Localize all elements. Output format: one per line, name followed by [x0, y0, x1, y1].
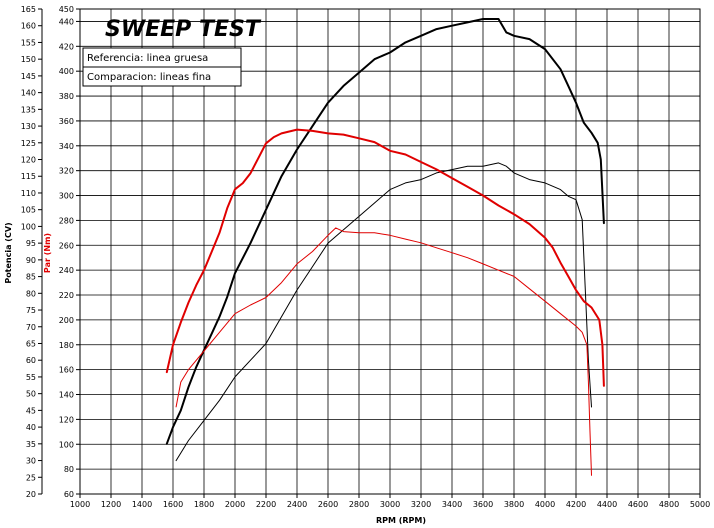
torque-tick-label: 280	[59, 216, 74, 225]
power-tick-label: 100	[21, 222, 36, 231]
torque-tick-label: 440	[59, 17, 74, 26]
power-tick-label: 65	[26, 339, 36, 348]
torque-tick-label: 160	[59, 366, 74, 375]
power-tick-label: 125	[21, 139, 36, 148]
torque-tick-label: 100	[59, 440, 74, 449]
x-tick-label: 4400	[597, 500, 617, 509]
power-tick-label: 40	[26, 423, 36, 432]
legend: Referencia: linea gruesa Comparacion: li…	[82, 47, 242, 87]
power-tick-label: 35	[26, 440, 36, 449]
x-tick-label: 4600	[628, 500, 648, 509]
x-tick-label: 2400	[287, 500, 307, 509]
power-tick-label: 75	[26, 306, 36, 315]
power-tick-label: 110	[21, 189, 36, 198]
power-tick-label: 165	[21, 5, 36, 14]
x-tick-label: 5000	[690, 500, 710, 509]
power-tick-label: 85	[26, 273, 36, 282]
torque-tick-label: 180	[59, 341, 74, 350]
torque-tick-label: 260	[59, 241, 74, 250]
power-tick-label: 45	[26, 406, 36, 415]
series-line-power-cmp	[175, 162, 592, 462]
x-tick-label: 3800	[504, 500, 524, 509]
x-tick-label: 1000	[70, 500, 90, 509]
power-tick-label: 145	[21, 72, 36, 81]
power-tick-label: 90	[26, 256, 36, 265]
x-tick-label: 1800	[194, 500, 214, 509]
x-tick-label: 3400	[442, 500, 462, 509]
torque-tick-label: 200	[59, 316, 74, 325]
x-tick-label: 3000	[380, 500, 400, 509]
x-tick-label: 4000	[535, 500, 555, 509]
power-tick-label: 135	[21, 105, 36, 114]
x-tick-label: 3600	[473, 500, 493, 509]
torque-tick-label: 300	[59, 192, 74, 201]
torque-tick-label: 340	[59, 142, 74, 151]
x-tick-label: 4200	[566, 500, 586, 509]
x-axis-title: RPM (RPM)	[376, 516, 426, 525]
series-lines	[165, 18, 605, 476]
x-tick-label: 1600	[163, 500, 183, 509]
axes: 1000 1200 1400 1600 1800 2000 2200 2400 2600 2800…	[21, 5, 710, 509]
power-tick-label: 70	[26, 323, 36, 332]
torque-tick-label: 380	[59, 92, 74, 101]
series-line-torque-ref	[165, 128, 605, 387]
series-line-torque-cmp	[175, 227, 592, 476]
torque-tick-label: 80	[64, 465, 74, 474]
torque-tick-label: 140	[59, 391, 74, 400]
power-tick-label: 95	[26, 239, 36, 248]
power-tick-label: 55	[26, 373, 36, 382]
power-tick-label: 115	[21, 172, 36, 181]
x-tick-label: 2600	[318, 500, 338, 509]
torque-tick-label: 240	[59, 266, 74, 275]
torque-tick-label: 420	[59, 42, 74, 51]
power-tick-label: 140	[21, 89, 36, 98]
x-tick-label: 2000	[225, 500, 245, 509]
torque-tick-label: 320	[59, 167, 74, 176]
x-tick-label: 1400	[132, 500, 152, 509]
power-tick-label: 155	[21, 38, 36, 47]
power-tick-label: 60	[26, 356, 36, 365]
torque-tick-label: 450	[59, 5, 74, 14]
power-tick-label: 30	[26, 457, 36, 466]
power-tick-label: 120	[21, 156, 36, 165]
series-line-power-ref	[165, 18, 605, 445]
torque-tick-label: 400	[59, 67, 74, 76]
torque-tick-label: 120	[59, 415, 74, 424]
power-tick-label: 80	[26, 289, 36, 298]
torque-tick-label: 60	[64, 490, 74, 499]
power-tick-label: 20	[26, 490, 36, 499]
x-tick-label: 1200	[101, 500, 121, 509]
x-tick-label: 2800	[349, 500, 369, 509]
chart-title: SWEEP TEST	[105, 17, 262, 42]
x-tick-label: 2200	[256, 500, 276, 509]
power-tick-label: 160	[21, 22, 36, 31]
x-tick-label: 4800	[659, 500, 679, 509]
power-tick-label: 150	[21, 55, 36, 64]
power-tick-label: 25	[26, 473, 36, 482]
legend-entry-reference: Referencia: linea gruesa	[87, 53, 208, 64]
power-tick-label: 50	[26, 390, 36, 399]
x-tick-label: 3200	[411, 500, 431, 509]
torque-axis-title: Par (Nm)	[43, 233, 52, 273]
torque-tick-label: 220	[59, 291, 74, 300]
torque-tick-label: 360	[59, 117, 74, 126]
legend-entry-comparison: Comparacion: lineas fina	[87, 72, 211, 83]
power-tick-label: 130	[21, 122, 36, 131]
power-axis-title: Potencia (CV)	[4, 222, 13, 283]
power-tick-label: 105	[21, 206, 36, 215]
